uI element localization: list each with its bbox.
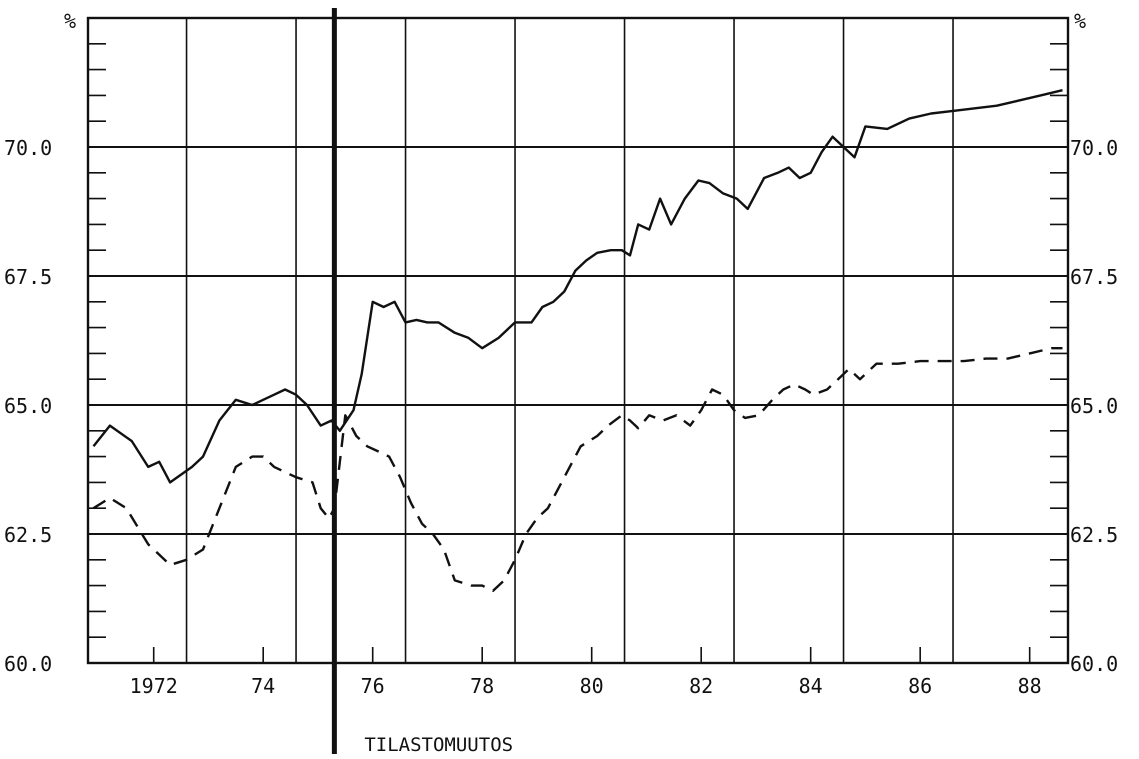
x-tick-label: 86 [908, 674, 932, 698]
dashed-series-line [92, 347, 1063, 592]
y-tick-label-right: 70.0 [1070, 136, 1118, 160]
statistics-break: TILASTOMUUTOS [331, 8, 513, 756]
y-tick-label-right: 62.5 [1070, 523, 1118, 547]
x-tick-label: 74 [251, 674, 275, 698]
y-tick-label-right: 60.0 [1070, 652, 1118, 676]
y-tick-label-left: 67.5 [4, 265, 52, 289]
y-tick-label-right: 67.5 [1070, 265, 1118, 289]
x-tick-label: 1972 [130, 674, 178, 698]
axis-labels: 60.0 60.0 62.5 62.5 65.0 65.0 67.5 67.5 70.0 70.0… [4, 9, 1118, 698]
x-tick-label: 78 [470, 674, 494, 698]
grid [87, 18, 1069, 663]
x-tick-label: 82 [689, 674, 713, 698]
series-layer [92, 89, 1063, 592]
x-tick-label: 80 [580, 674, 604, 698]
y-tick-label-left: 60.0 [4, 652, 52, 676]
solid-series-line [92, 89, 1063, 484]
y-tick-label-left: 65.0 [4, 394, 52, 418]
y-tick-label-left: 62.5 [4, 523, 52, 547]
unit-label-left: % [64, 9, 76, 33]
unit-label-right: % [1074, 9, 1086, 33]
y-tick-label-left: 70.0 [4, 136, 52, 160]
minor-ticks [88, 42, 1068, 663]
x-tick-label: 84 [799, 674, 823, 698]
frame-border [86, 16, 1070, 665]
x-tick-label: 88 [1018, 674, 1042, 698]
break-label: TILASTOMUUTOS [364, 734, 513, 756]
plot-frame [86, 16, 1070, 665]
y-tick-label-right: 65.0 [1070, 394, 1118, 418]
x-tick-label: 76 [361, 674, 385, 698]
